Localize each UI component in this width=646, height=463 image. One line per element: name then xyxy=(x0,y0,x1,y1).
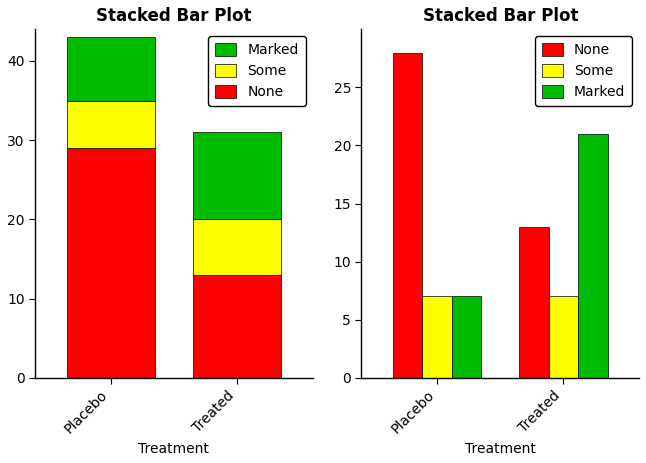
Bar xyxy=(193,219,281,275)
Bar xyxy=(519,227,548,378)
Title: Stacked Bar Plot: Stacked Bar Plot xyxy=(96,7,251,25)
Bar xyxy=(393,52,422,378)
Bar xyxy=(452,296,481,378)
Bar xyxy=(67,37,155,100)
X-axis label: Treatment: Treatment xyxy=(465,442,536,456)
X-axis label: Treatment: Treatment xyxy=(138,442,209,456)
Legend: Marked, Some, None: Marked, Some, None xyxy=(209,36,306,106)
Bar xyxy=(67,148,155,378)
Bar xyxy=(193,132,281,219)
Legend: None, Some, Marked: None, Some, Marked xyxy=(535,36,632,106)
Bar xyxy=(67,100,155,148)
Bar xyxy=(193,275,281,378)
Bar xyxy=(548,296,578,378)
Title: Stacked Bar Plot: Stacked Bar Plot xyxy=(422,7,578,25)
Bar xyxy=(578,134,607,378)
Bar xyxy=(422,296,452,378)
